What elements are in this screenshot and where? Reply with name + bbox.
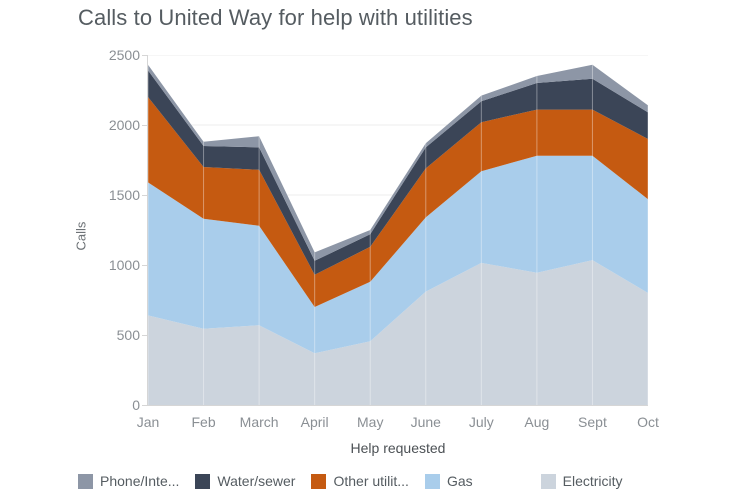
x-axis-line: [147, 405, 648, 406]
legend-item[interactable]: Other utilit...: [311, 473, 409, 489]
legend-color-swatch: [195, 473, 211, 489]
area-band: [148, 97, 648, 307]
y-axis-tick-label: 2000: [108, 117, 140, 133]
y-axis-tick-label: 1500: [108, 187, 140, 203]
legend-color-swatch: [424, 473, 440, 489]
x-axis-tick-label: Aug: [524, 414, 550, 430]
x-axis-tick-label: Feb: [191, 414, 216, 430]
x-axis-tick-label: April: [300, 414, 329, 430]
legend-item[interactable]: Water/sewer: [195, 473, 295, 489]
x-axis-tick-label: Sept: [578, 414, 607, 430]
stacked-area-chart: [148, 55, 648, 405]
legend-label: Other utilit...: [333, 473, 409, 489]
x-axis-tick-label: June: [410, 414, 441, 430]
legend-item[interactable]: Phone/Inte...: [78, 473, 179, 489]
y-axis-tick-label: 500: [116, 327, 140, 343]
legend-label: Electricity: [562, 473, 623, 489]
chart-legend: Phone/Inte... Water/sewer Other utilit... G…: [78, 470, 639, 492]
y-axis-tick-label: 1000: [108, 257, 140, 273]
y-axis-tick-mark: [142, 265, 148, 266]
x-axis-tick-label: Oct: [637, 414, 659, 430]
x-axis-tick-label: July: [468, 414, 494, 430]
y-axis-tick-labels: 0 500 1000 1500 2000 2500: [70, 0, 140, 500]
x-axis-tick-label: May: [356, 414, 384, 430]
y-axis-tick-label: 0: [132, 397, 140, 413]
area-band: [148, 260, 648, 405]
y-axis-line: [147, 55, 148, 406]
legend-color-swatch: [311, 473, 327, 489]
area-band: [148, 70, 648, 275]
x-axis-tick-labels: Jan Feb March April May June July Aug Sept Oct: [137, 414, 659, 436]
legend-label: Gas: [446, 473, 473, 489]
legend-color-swatch: [78, 473, 93, 489]
y-axis-title: Calls: [73, 221, 89, 251]
page-title: Calls to United Way for help with utilit…: [78, 5, 473, 30]
legend-color-swatch: [540, 473, 556, 489]
x-axis-tick-label: Jan: [136, 414, 160, 430]
legend-label: Water/sewer: [217, 473, 296, 489]
y-axis-tick-label: 2500: [108, 47, 140, 63]
x-axis-title: Help requested: [350, 440, 446, 456]
y-axis-tick-mark: [142, 55, 148, 56]
y-axis-tick-mark: [142, 335, 148, 336]
legend-item[interactable]: Gas: [424, 473, 473, 489]
legend-label: Phone/Inte...: [100, 473, 180, 489]
y-axis-tick-mark: [142, 195, 148, 196]
y-axis-tick-mark: [142, 405, 148, 406]
plot-area: [148, 55, 648, 405]
y-axis-tick-mark: [142, 125, 148, 126]
x-axis-tick-label: March: [239, 414, 279, 430]
area-band: [148, 155, 648, 354]
legend-item[interactable]: Electricity: [540, 473, 623, 489]
